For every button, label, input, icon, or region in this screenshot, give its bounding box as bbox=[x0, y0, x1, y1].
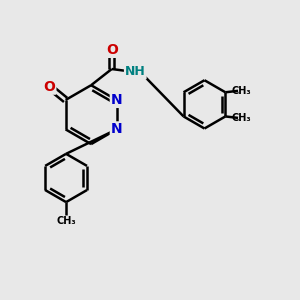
Text: CH₃: CH₃ bbox=[232, 113, 251, 123]
Text: N: N bbox=[111, 93, 122, 107]
Text: CH₃: CH₃ bbox=[232, 86, 251, 96]
Text: CH₃: CH₃ bbox=[56, 216, 76, 226]
Text: NH: NH bbox=[125, 65, 146, 79]
Text: N: N bbox=[111, 122, 122, 136]
Text: O: O bbox=[44, 80, 56, 94]
Text: O: O bbox=[106, 43, 118, 57]
